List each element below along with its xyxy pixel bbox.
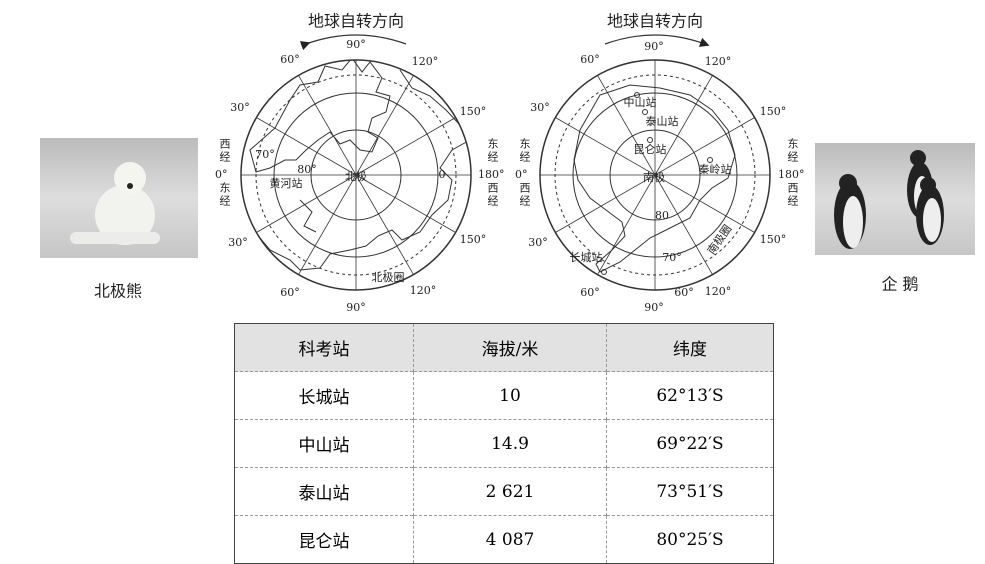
- rotation-label: 地球自转方向: [308, 12, 404, 31]
- meridian-label: 30°: [528, 236, 548, 249]
- table-cell: 73°51′S: [606, 467, 774, 516]
- table-cell: 80°25′S: [606, 515, 774, 564]
- side-label: 西经: [518, 182, 531, 208]
- side-label: 东经: [218, 182, 231, 208]
- meridian-label: 120°: [410, 284, 437, 297]
- station-label: 秦岭站: [699, 162, 732, 176]
- header-cell: 科考站: [234, 323, 414, 372]
- side-label: 西经: [786, 182, 799, 208]
- latitude-label: 70°: [255, 148, 275, 161]
- north-polar-map: [240, 34, 472, 291]
- side-label: 东经: [786, 138, 799, 164]
- pole-label: 南极: [643, 170, 665, 184]
- station-label: 黄河站: [270, 176, 303, 190]
- table-cell: 4 087: [413, 515, 607, 564]
- table-cell: 中山站: [234, 419, 414, 468]
- station-label: 泰山站: [646, 114, 679, 128]
- meridian-label: 60°: [580, 53, 600, 66]
- meridian-label: 90°: [644, 40, 664, 53]
- rotation-label: 地球自转方向: [607, 12, 703, 31]
- table-cell: 泰山站: [234, 467, 414, 516]
- side-label: 东经: [518, 138, 531, 164]
- penguin-photo: [815, 143, 975, 255]
- meridian-label: 120°: [705, 55, 732, 68]
- latitude-label: 60°: [674, 286, 694, 299]
- side-label: 东经: [486, 138, 499, 164]
- side-label: 0°: [215, 168, 228, 181]
- side-label: 西经: [218, 138, 231, 164]
- station-table: 科考站 海拔/米 纬度 长城站 10 62°13′S 中山站 14.9 69°22′S 泰山…: [234, 323, 774, 564]
- north-map-labels: 地球自转方向 90° 120° 150° 150° 120° 90° 60° 3…: [228, 12, 486, 315]
- side-label: 180°: [478, 168, 505, 181]
- meridian-label: 90°: [644, 301, 664, 314]
- meridian-label: 150°: [460, 105, 487, 118]
- table-row: 长城站 10 62°13′S: [234, 371, 774, 420]
- pole-label: 北极: [345, 169, 367, 183]
- photo-caption: 北极熊: [94, 282, 142, 301]
- table-row: 昆仑站 4 087 80°25′S: [234, 515, 774, 564]
- table-row: 中山站 14.9 69°22′S: [234, 419, 774, 468]
- meridian-label: 60°: [280, 286, 300, 299]
- table-cell: 长城站: [234, 371, 414, 420]
- meridian-label: 90°: [346, 38, 366, 51]
- latitude-label: 0: [439, 168, 446, 181]
- meridian-label: 30°: [530, 101, 550, 114]
- latitude-label: 80: [655, 209, 669, 222]
- header-cell: 纬度: [606, 323, 774, 372]
- table-cell: 69°22′S: [606, 419, 774, 468]
- table-cell: 62°13′S: [606, 371, 774, 420]
- side-label: 0°: [515, 168, 528, 181]
- table-body: 长城站 10 62°13′S 中山站 14.9 69°22′S 泰山站 2 621 73°51′…: [234, 371, 774, 564]
- meridian-label: 60°: [280, 53, 300, 66]
- latitude-label: 80°: [297, 163, 317, 176]
- meridian-label: 90°: [346, 301, 366, 314]
- table-cell: 10: [413, 371, 607, 420]
- circle-label: 北极圈: [372, 270, 405, 284]
- meridian-line: [256, 117, 456, 233]
- header-cell: 海拔/米: [413, 323, 607, 372]
- meridian-label: 150°: [760, 233, 787, 246]
- meridian-label: 150°: [760, 105, 787, 118]
- station-label: 昆仑站: [634, 142, 667, 156]
- meridian-line: [555, 117, 755, 233]
- latitude-label: 70°: [662, 251, 682, 264]
- circle-label: 南极圈: [704, 222, 734, 257]
- south-polar-map: [539, 34, 771, 291]
- table-cell: 2 621: [413, 467, 607, 516]
- meridian-label: 150°: [460, 233, 487, 246]
- polar-bear-photo: [40, 138, 198, 258]
- south-map-labels: 地球自转方向 90° 120° 150° 150° 120° 90° 60° 3…: [528, 12, 786, 315]
- meridian-label: 120°: [705, 285, 732, 298]
- side-label: 西经: [486, 182, 499, 208]
- meridian-label: 60°: [580, 286, 600, 299]
- side-label: 180°: [778, 168, 805, 181]
- photo-caption: 企 鹅: [881, 275, 918, 294]
- table-row: 泰山站 2 621 73°51′S: [234, 467, 774, 516]
- table-cell: 14.9: [413, 419, 607, 468]
- station-label: 长城站: [570, 250, 603, 264]
- meridian-label: 30°: [230, 101, 250, 114]
- station-label: 中山站: [624, 95, 657, 109]
- table-cell: 昆仑站: [234, 515, 414, 564]
- meridian-label: 120°: [412, 55, 439, 68]
- header-row: 科考站 海拔/米 纬度: [234, 323, 774, 372]
- meridian-label: 30°: [228, 236, 248, 249]
